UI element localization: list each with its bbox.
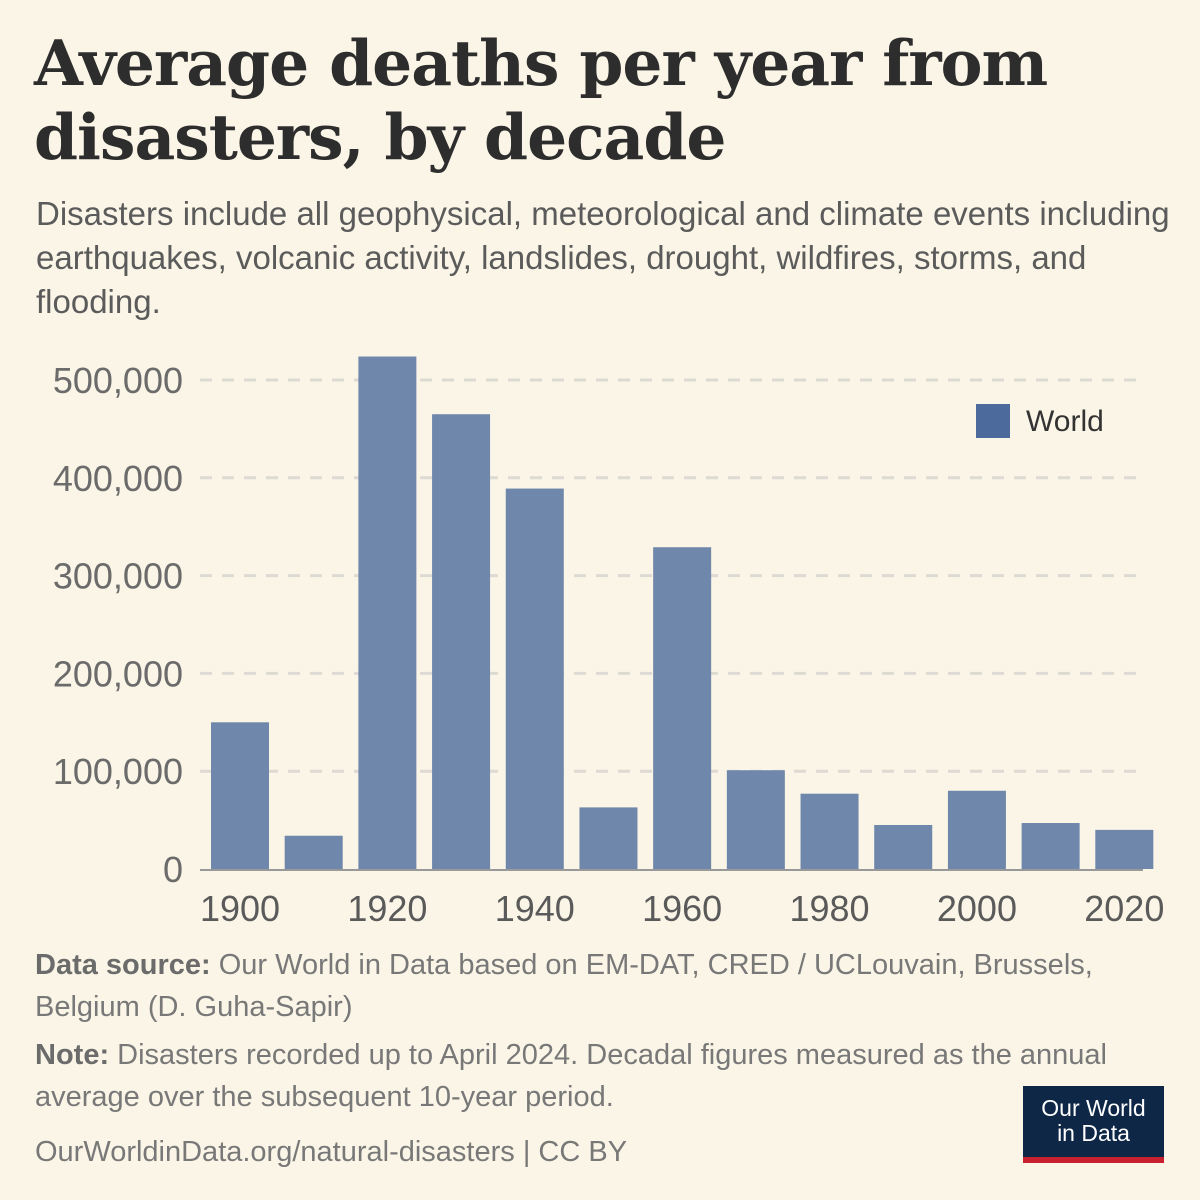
bar-1920[interactable] — [358, 356, 417, 869]
bar-1900[interactable] — [211, 722, 269, 869]
note-text: Disasters recorded up to April 2024. Dec… — [35, 1039, 1107, 1113]
bar-1930[interactable] — [432, 414, 491, 869]
bar-1940[interactable] — [505, 488, 564, 869]
chart-subtitle: Disasters include all geophysical, meteo… — [36, 195, 1170, 320]
source-url-license[interactable]: OurWorldinData.org/natural-disasters | C… — [35, 1136, 628, 1168]
owid-logo[interactable]: Our World in Data — [1023, 1086, 1164, 1163]
y-axis-ticks: 0 100,000 200,000 300,000 400,000 500,000 — [53, 360, 183, 890]
x-tick-label-1940: 1940 — [495, 888, 575, 929]
data-source-label: Data source: — [35, 949, 211, 981]
bar-2000[interactable] — [947, 790, 1006, 869]
y-tick-label-0: 0 — [163, 849, 183, 890]
x-tick-label-1900: 1900 — [200, 888, 280, 929]
x-tick-label-2000: 2000 — [937, 888, 1017, 929]
data-source: Data source: Our World in Data based on … — [35, 944, 1145, 1028]
bar-1980[interactable] — [800, 793, 859, 869]
y-tick-label-5: 500,000 — [53, 360, 183, 401]
legend-label-world: World — [1026, 405, 1104, 438]
y-tick-label-3: 300,000 — [53, 556, 183, 597]
x-tick-label-1960: 1960 — [642, 888, 722, 929]
logo-line-1: Our World — [1041, 1095, 1146, 1121]
bar-1970[interactable] — [726, 770, 785, 869]
bar-chart: 0 100,000 200,000 300,000 400,000 500,000 190… — [53, 356, 1164, 929]
bar-1910[interactable] — [284, 835, 343, 869]
y-tick-label-4: 400,000 — [53, 458, 183, 499]
bars — [211, 356, 1154, 869]
bar-1960[interactable] — [653, 547, 712, 869]
bar-1950[interactable] — [579, 807, 638, 869]
y-tick-label-2: 200,000 — [53, 653, 183, 694]
x-tick-label-2020: 2020 — [1084, 888, 1164, 929]
logo-line-2: in Data — [1057, 1120, 1130, 1146]
x-tick-label-1980: 1980 — [789, 888, 869, 929]
y-tick-label-1: 100,000 — [53, 751, 183, 792]
note-label: Note: — [35, 1039, 110, 1071]
legend: World — [976, 404, 1104, 438]
x-tick-label-1920: 1920 — [347, 888, 427, 929]
note: Note: Disasters recorded up to April 202… — [35, 1034, 1155, 1118]
chart-title: Average deaths per year from disasters, … — [34, 26, 1048, 174]
bar-2020[interactable] — [1095, 829, 1154, 869]
bar-2010[interactable] — [1021, 823, 1080, 869]
data-source-text: Our World in Data based on EM-DAT, CRED … — [35, 949, 1093, 1023]
bar-1990[interactable] — [874, 824, 933, 869]
legend-swatch-world — [976, 404, 1010, 438]
x-axis-ticks: 1900 1920 1940 1960 1980 2000 2020 — [200, 888, 1164, 929]
